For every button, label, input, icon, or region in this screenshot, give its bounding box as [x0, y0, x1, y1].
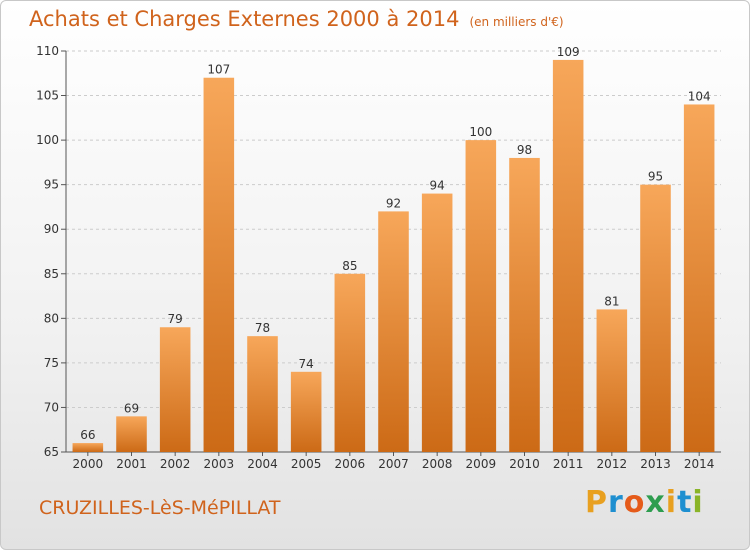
x-tick-label: 2003 — [204, 457, 235, 471]
title-unit: (en milliers d'€) — [469, 15, 564, 29]
bar — [290, 371, 322, 452]
logo-letter: i — [665, 485, 678, 520]
bar-value-label: 107 — [207, 63, 230, 77]
y-tick-label: 90 — [44, 222, 59, 236]
town-name: CRUZILLES-LèS-MéPILLAT — [39, 497, 281, 519]
bar — [421, 193, 453, 453]
y-tick-label: 95 — [44, 178, 59, 192]
bar — [465, 140, 497, 452]
bar-value-label: 66 — [80, 428, 95, 442]
bar — [116, 416, 147, 452]
bar — [509, 157, 540, 452]
bar-value-label: 85 — [342, 259, 357, 273]
y-tick-label: 80 — [44, 311, 59, 325]
bar — [640, 184, 671, 452]
logo-letter: t — [677, 485, 693, 520]
bar — [203, 77, 235, 452]
y-tick-label: 105 — [36, 89, 59, 103]
bar — [378, 211, 409, 452]
x-tick-label: 2005 — [291, 457, 322, 471]
bar-value-label: 94 — [430, 179, 445, 193]
logo-letter: x — [645, 485, 666, 520]
chart-title: Achats et Charges Externes 2000 à 2014 (e… — [29, 7, 564, 31]
x-tick-label: 2004 — [247, 457, 278, 471]
bar-value-label: 100 — [469, 125, 492, 139]
logo-letter: r — [608, 485, 624, 520]
y-tick-label: 100 — [36, 133, 59, 147]
bar — [683, 104, 715, 452]
bar-value-label: 74 — [299, 357, 314, 371]
x-tick-label: 2013 — [640, 457, 671, 471]
x-tick-label: 2008 — [422, 457, 453, 471]
logo-letter: P — [585, 485, 608, 520]
y-tick-label: 110 — [36, 44, 59, 58]
bar — [247, 336, 278, 452]
logo-letter: o — [623, 485, 646, 520]
bar — [596, 309, 628, 452]
bar-value-label: 79 — [168, 312, 183, 326]
bars — [72, 59, 715, 453]
x-tick-label: 2011 — [553, 457, 584, 471]
bar-value-label: 81 — [604, 294, 619, 308]
x-tick-label: 2001 — [116, 457, 147, 471]
bar-value-label: 92 — [386, 196, 401, 210]
labels: 65 70 75 80 85 90 95 100 105 110 66 2000 69 2001 79 200… — [36, 44, 714, 471]
bar-value-label: 109 — [557, 45, 580, 59]
x-tick-label: 2014 — [684, 457, 715, 471]
bar-value-label: 78 — [255, 321, 270, 335]
x-tick-label: 2006 — [335, 457, 366, 471]
bar-value-label: 95 — [648, 170, 663, 184]
bar — [334, 273, 366, 452]
y-tick-label: 85 — [44, 267, 59, 281]
bar-value-label: 69 — [124, 401, 139, 415]
bar — [552, 59, 584, 453]
x-tick-label: 2007 — [378, 457, 409, 471]
y-tick-label: 70 — [44, 400, 59, 414]
x-tick-label: 2010 — [509, 457, 540, 471]
logo-letter: i — [692, 485, 704, 520]
x-tick-label: 2002 — [160, 457, 191, 471]
y-tick-label: 65 — [44, 445, 59, 459]
proxiti-logo: Proxiti — [585, 485, 704, 520]
bar-value-label: 98 — [517, 143, 532, 157]
x-tick-label: 2000 — [73, 457, 104, 471]
bar-value-label: 104 — [688, 89, 711, 103]
bar — [72, 443, 104, 452]
x-tick-label: 2012 — [597, 457, 628, 471]
y-tick-label: 75 — [44, 356, 59, 370]
title-text: Achats et Charges Externes 2000 à 2014 — [29, 7, 460, 31]
bar — [159, 327, 191, 452]
x-tick-label: 2009 — [466, 457, 497, 471]
